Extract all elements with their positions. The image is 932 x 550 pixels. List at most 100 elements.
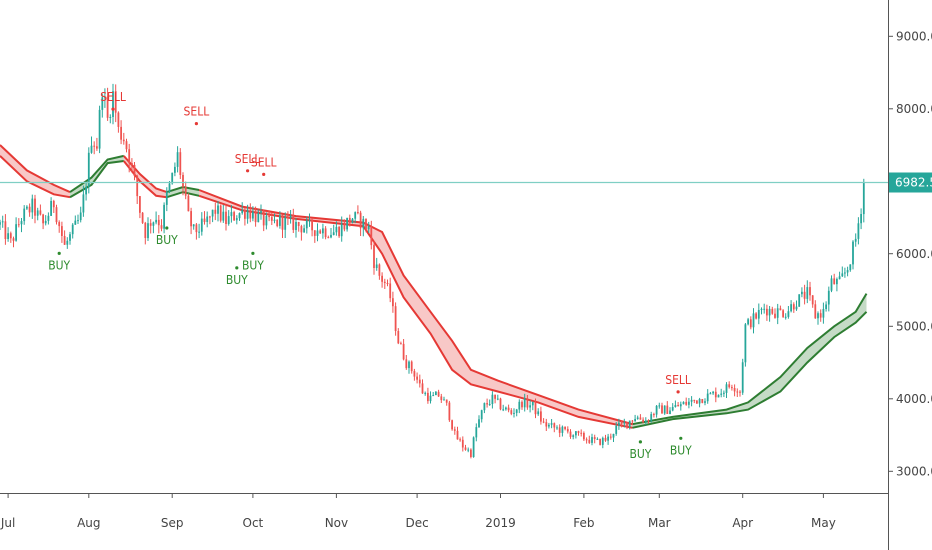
candle-body	[1, 221, 4, 223]
candle-body	[383, 281, 386, 283]
candle-body	[235, 218, 238, 221]
candle-body	[453, 429, 456, 431]
candle-body	[604, 437, 607, 441]
time-tick-label: Dec	[405, 516, 428, 530]
candle-body	[459, 439, 461, 441]
candle-body	[157, 219, 160, 226]
last-price-tag-label: 6982.5	[895, 176, 932, 190]
sell-signal-marker	[194, 122, 198, 126]
candle-body	[429, 395, 432, 402]
candle-body	[488, 404, 491, 405]
candle-body	[316, 230, 319, 236]
candle-body	[389, 283, 392, 299]
candle-body	[776, 308, 779, 318]
candle-body	[386, 283, 389, 284]
time-axis[interactable]: Jul Aug Sep Oct Nov Dec 2019 Feb Mar Apr May	[0, 493, 888, 550]
candle-body	[52, 201, 55, 208]
candle-body	[496, 398, 499, 400]
candle-body	[712, 391, 714, 394]
trend-band-layer	[0, 144, 868, 429]
buy-signal-label: BUY	[156, 233, 178, 247]
candle-body	[628, 420, 631, 427]
candle-body	[822, 309, 825, 318]
candle-body	[564, 426, 566, 430]
candle-body	[165, 191, 168, 205]
sell-signal-marker	[676, 390, 680, 394]
candle-body	[273, 219, 276, 221]
candle-body	[437, 391, 440, 397]
candle-body	[529, 405, 531, 408]
candle-body	[147, 223, 149, 239]
candle-body	[741, 362, 744, 393]
candle-body	[36, 210, 39, 216]
candle-body	[558, 427, 561, 433]
candle-body	[537, 411, 540, 415]
time-tick-label: Apr	[732, 516, 753, 530]
buy-signal-label: BUY	[670, 443, 692, 457]
candle-body	[198, 231, 200, 233]
candle-body	[209, 216, 211, 218]
candle-body	[96, 146, 98, 149]
candle-body	[472, 437, 475, 457]
candle-body	[801, 291, 803, 295]
candle-body	[677, 405, 679, 407]
candle-body	[171, 172, 174, 184]
buy-signal-marker	[251, 251, 255, 255]
candle-body	[811, 295, 814, 305]
candle-body	[795, 306, 798, 310]
candle-body	[717, 394, 720, 398]
candle-body	[733, 388, 736, 392]
candle-body	[636, 417, 639, 419]
candle-body	[109, 117, 112, 118]
trend-band-upper-5	[632, 293, 868, 426]
candle-body	[227, 216, 230, 224]
candle-body	[195, 224, 198, 233]
candle-body	[4, 221, 7, 239]
candle-body	[219, 205, 222, 221]
candle-body	[566, 429, 569, 432]
candle-body	[20, 221, 23, 225]
candle-body	[340, 223, 343, 237]
candle-body	[381, 275, 383, 282]
candle-body	[445, 399, 448, 403]
candle-body	[451, 420, 453, 430]
candle-body	[499, 398, 502, 410]
candle-body	[809, 287, 811, 296]
candle-body	[174, 166, 176, 173]
candle-body	[728, 384, 731, 388]
candle-body	[513, 412, 515, 414]
candle-body	[575, 431, 577, 436]
candle-body	[849, 264, 852, 271]
candle-body	[424, 392, 427, 394]
candle-body	[254, 211, 257, 223]
candle-body	[540, 411, 542, 422]
candle-body	[400, 343, 402, 345]
candle-body	[200, 218, 203, 232]
candle-body	[394, 306, 397, 331]
candle-body	[362, 218, 365, 229]
candle-body	[184, 186, 187, 196]
candle-body	[440, 396, 443, 401]
candle-body	[553, 423, 556, 428]
candle-body	[79, 212, 82, 221]
candle-body	[82, 194, 85, 213]
time-tick-label: Mar	[648, 516, 671, 530]
candle-body	[518, 401, 521, 410]
candle-body	[262, 211, 265, 226]
candle-body	[214, 209, 217, 214]
buy-signal-label: BUY	[48, 258, 70, 272]
buy-signal-label: BUY	[242, 258, 264, 272]
candle-body	[739, 391, 741, 393]
candle-body	[755, 313, 757, 319]
candle-body	[405, 359, 408, 369]
candle-body	[830, 278, 833, 291]
candle-body	[480, 410, 483, 420]
candle-body	[370, 226, 373, 246]
time-tick-label: Sep	[161, 516, 184, 530]
time-tick-label: May	[811, 516, 836, 530]
candle-body	[443, 399, 445, 401]
candle-body	[131, 163, 133, 165]
price-axis[interactable]: 3000.04000.05000.06000.07000.08000.09000…	[888, 0, 932, 550]
